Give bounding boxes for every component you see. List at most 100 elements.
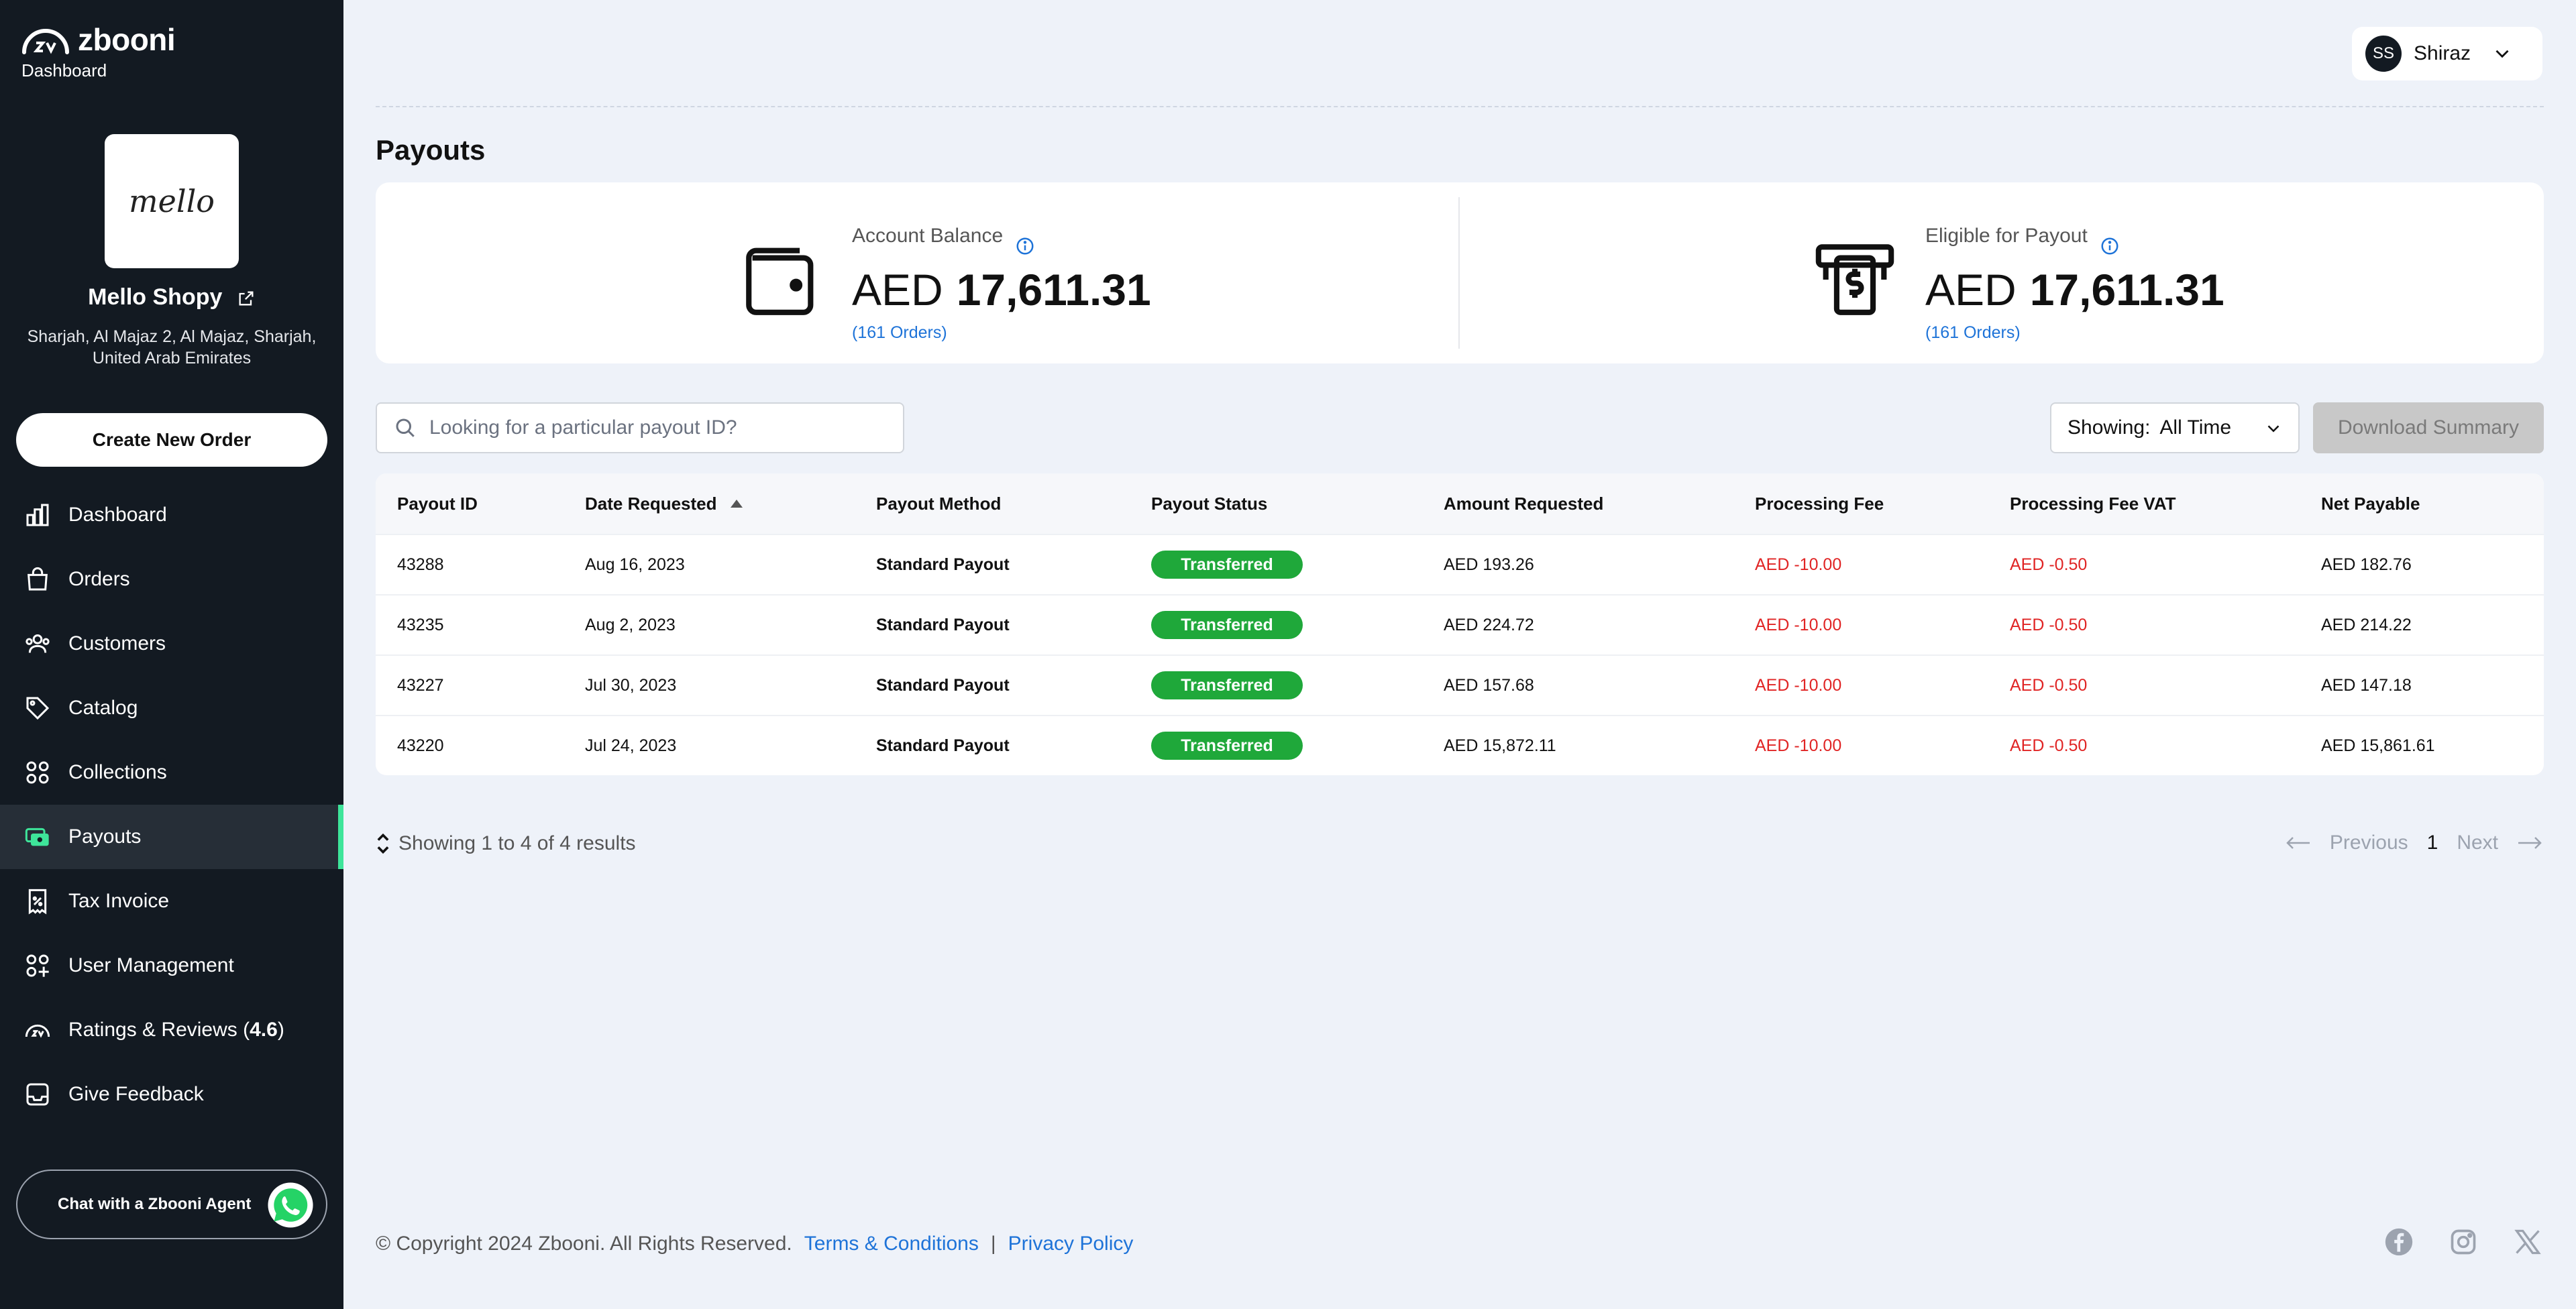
instagram-icon[interactable] [2449, 1227, 2478, 1257]
sidebar-item-give-feedback[interactable]: Give Feedback [0, 1062, 343, 1127]
avatar: SS [2365, 36, 2402, 72]
net-payable: AED 15,861.61 [2321, 736, 2435, 755]
user-menu[interactable]: SS Shiraz [2352, 27, 2542, 80]
sidebar-item-label: Collections [68, 761, 167, 783]
account-balance-amount: AED 17,611.31 [852, 265, 1151, 315]
grid-icon [26, 761, 49, 784]
results-summary: Showing 1 to 4 of 4 results [376, 832, 636, 856]
store-name[interactable]: Mello Shopy [0, 284, 343, 310]
eligible-payout-card: Eligible for Payout AED 17,611.31 (161 Or… [1811, 216, 2224, 343]
payout-id: 43220 [397, 736, 444, 755]
terms-link[interactable]: Terms & Conditions [804, 1233, 979, 1255]
chat-agent-button[interactable]: Chat with a Zbooni Agent [16, 1170, 327, 1239]
rating-value: 4.6 [250, 1019, 278, 1041]
store-address: Sharjah, Al Majaz 2, Al Majaz, Sharjah, … [27, 327, 317, 367]
column-header[interactable]: Payout Status [1151, 493, 1268, 514]
arrow-left-icon[interactable] [2286, 836, 2311, 850]
wallet-icon [746, 247, 814, 315]
column-header[interactable]: Processing Fee VAT [2010, 493, 2176, 514]
table-header: Payout ID Date Requested Payout Method P… [376, 473, 2544, 534]
sidebar-item-label: Payouts [68, 826, 142, 848]
table-row[interactable]: 43288 Aug 16, 2023 Standard Payout Trans… [376, 534, 2544, 594]
sidebar-item-catalog[interactable]: Catalog [0, 676, 343, 740]
sidebar-item-collections[interactable]: Collections [0, 740, 343, 805]
sidebar-item-label: Give Feedback [68, 1083, 204, 1105]
arrow-right-icon[interactable] [2517, 836, 2542, 850]
sidebar-item-label: Customers [68, 632, 166, 654]
shopping-bag-icon [28, 567, 48, 591]
account-balance-orders-link[interactable]: (161 Orders) [852, 323, 947, 342]
x-twitter-icon[interactable] [2513, 1227, 2542, 1257]
processing-fee: AED -10.00 [1755, 615, 1842, 634]
sidebar-item-label: User Management [68, 954, 234, 976]
payout-id: 43288 [397, 555, 444, 574]
sidebar-item-dashboard[interactable]: Dashboard [0, 483, 343, 547]
net-payable: AED 182.76 [2321, 555, 2412, 574]
net-payable: AED 214.22 [2321, 615, 2412, 634]
next-page-button[interactable]: Next [2457, 832, 2498, 854]
sidebar-item-label: Tax Invoice [68, 890, 170, 912]
sidebar-item-user-management[interactable]: User Management [0, 933, 343, 998]
bar-chart-icon [26, 504, 49, 526]
filter-label: Showing: [2068, 416, 2151, 439]
column-header[interactable]: Net Payable [2321, 493, 2420, 514]
brand[interactable]: zbooni [20, 21, 176, 58]
whatsapp-icon [268, 1182, 313, 1228]
time-filter-select[interactable]: Showing: All Time [2050, 402, 2300, 453]
account-balance-card: Account Balance AED 17,611.31 (161 Orders… [738, 216, 1151, 343]
column-header[interactable]: Payout Method [876, 493, 1002, 514]
footer: © Copyright 2024 Zbooni. All Rights Rese… [376, 1233, 1133, 1255]
sidebar-item-payouts[interactable]: Payouts [0, 805, 343, 869]
info-icon[interactable] [2100, 236, 2120, 256]
header-divider [376, 106, 2544, 107]
atm-cash-icon [1815, 244, 1894, 315]
store-logo: mello [105, 134, 239, 268]
receipt-icon [28, 889, 47, 915]
results-text: Showing 1 to 4 of 4 results [398, 832, 636, 854]
user-name: Shiraz [2414, 42, 2471, 64]
sidebar-item-ratings[interactable]: Ratings & Reviews (4.6) [0, 998, 343, 1062]
copyright-text: © Copyright 2024 Zbooni. All Rights Rese… [376, 1233, 792, 1255]
payout-search[interactable] [376, 402, 904, 453]
facebook-icon[interactable] [2384, 1227, 2414, 1257]
search-icon [396, 418, 415, 437]
table-row[interactable]: 43227 Jul 30, 2023 Standard Payout Trans… [376, 654, 2544, 715]
current-page[interactable]: 1 [2426, 832, 2438, 854]
inbox-icon [26, 1083, 49, 1106]
status-badge: Transferred [1151, 671, 1303, 699]
sidebar-item-label: Ratings & Reviews (4.6) [68, 1019, 284, 1041]
chevron-down-icon [2267, 425, 2279, 433]
info-icon[interactable] [1015, 236, 1035, 256]
column-header[interactable]: Processing Fee [1755, 493, 1884, 514]
filter-value: All Time [2159, 416, 2232, 439]
sidebar-item-customers[interactable]: Customers [0, 612, 343, 676]
sidebar-item-label: Orders [68, 568, 130, 590]
previous-page-button[interactable]: Previous [2329, 832, 2408, 854]
payout-status-cell: Transferred [1151, 551, 1444, 579]
eligible-payout-orders-link[interactable]: (161 Orders) [1925, 323, 2021, 342]
date-requested: Jul 30, 2023 [585, 675, 677, 695]
sidebar-item-tax-invoice[interactable]: Tax Invoice [0, 869, 343, 933]
processing-fee: AED -10.00 [1755, 675, 1842, 695]
store-logo-text: mello [129, 183, 215, 219]
payout-method: Standard Payout [876, 736, 1010, 755]
payout-method: Standard Payout [876, 615, 1010, 634]
sort-toggle-icon[interactable] [376, 832, 390, 856]
privacy-link[interactable]: Privacy Policy [1008, 1233, 1134, 1255]
column-header[interactable]: Payout ID [397, 493, 478, 514]
create-new-order-button[interactable]: Create New Order [16, 413, 327, 467]
processing-fee-vat: AED -0.50 [2010, 555, 2088, 574]
account-balance-label: Account Balance [852, 216, 1151, 256]
download-summary-button[interactable]: Download Summary [2313, 402, 2544, 453]
sort-ascending-icon[interactable] [730, 500, 743, 508]
column-header[interactable]: Amount Requested [1444, 493, 1604, 514]
search-input[interactable] [429, 416, 885, 439]
external-link-icon[interactable] [237, 289, 256, 308]
column-header-date-requested[interactable]: Date Requested [564, 494, 876, 514]
sidebar-item-label: Dashboard [68, 504, 167, 526]
table-row[interactable]: 43220 Jul 24, 2023 Standard Payout Trans… [376, 715, 2544, 775]
sidebar-item-orders[interactable]: Orders [0, 547, 343, 612]
payout-id: 43227 [397, 675, 444, 695]
table-row[interactable]: 43235 Aug 2, 2023 Standard Payout Transf… [376, 594, 2544, 654]
processing-fee: AED -10.00 [1755, 736, 1842, 755]
